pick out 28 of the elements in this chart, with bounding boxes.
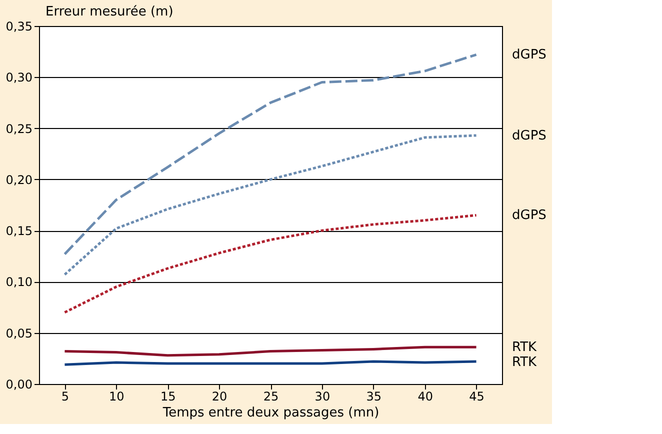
line-series <box>63 134 478 276</box>
line-series <box>63 346 478 357</box>
y-tick-label: 0,30 <box>6 70 32 85</box>
x-tick-label: 25 <box>263 390 279 404</box>
y-tick-label: 0,15 <box>6 224 32 238</box>
x-axis-title: Temps entre deux passages (mn) <box>162 406 380 420</box>
x-tick-label: 45 <box>469 390 484 404</box>
text: RTK <box>512 355 538 370</box>
x-tick-label: 40 <box>418 390 433 404</box>
x-tick-label: 35 <box>366 390 382 404</box>
text: dGPS <box>512 48 546 63</box>
x-tick-label: 15 <box>160 390 176 404</box>
y-tick-label: 0,10 <box>6 275 32 290</box>
x-tick-label: 5 <box>61 390 70 404</box>
y-tick-label: 0,25 <box>6 122 32 136</box>
text: dGPS <box>512 208 546 224</box>
y-axis-title: Erreur mesurée (m) <box>46 4 174 20</box>
line-series <box>63 53 478 256</box>
x-tick-label: 30 <box>314 390 330 404</box>
y-tick-label: 0,35 <box>6 20 32 34</box>
x-tick-label: 20 <box>212 390 228 404</box>
line-series <box>63 214 478 314</box>
text: RTK <box>512 340 538 356</box>
x-tick-label: 10 <box>109 390 124 404</box>
y-tick-label: 0,05 <box>6 326 32 340</box>
y-tick-label: 0,20 <box>6 172 32 187</box>
y-tick-label: 0,00 <box>6 378 32 392</box>
text: dGPS <box>512 128 546 144</box>
